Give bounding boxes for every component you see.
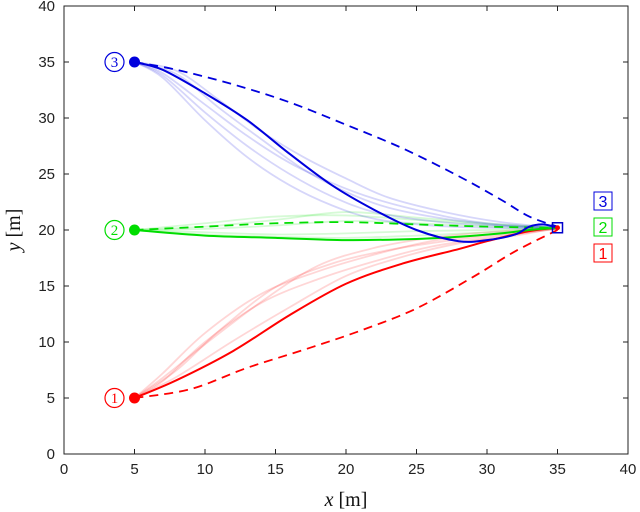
faint-trajectory-2-2 [134,211,558,231]
legend-label-2: 2 [599,220,608,237]
x-tick-label: 5 [130,461,138,478]
start-point-2 [129,224,140,236]
y-tick-label: 30 [38,110,55,127]
legend: 3 2 1 [593,191,613,263]
faint-trajectory-2-3 [134,226,558,236]
y-tick-label: 40 [38,0,55,15]
x-tick-label: 15 [267,461,284,478]
start-label-circle-1 [104,387,125,409]
start-markers: 1 2 3 [104,51,564,409]
y-tick-label: 10 [38,334,55,351]
x-tick-label: 30 [479,461,496,478]
y-tick-label: 25 [38,166,55,183]
y-tick-label: 0 [47,446,55,463]
goal-square [551,222,564,234]
x-tick-label: 10 [197,461,214,478]
faint-trajectory-3-3 [134,61,558,230]
start-label-circle-3 [104,51,125,73]
dashed-trajectory-2 [134,221,558,231]
legend-box-3 [593,191,613,211]
dashed-trajectory-1 [134,229,558,399]
faint-trajectory-3-1 [134,61,558,229]
faint-trajectory-1-1 [134,227,558,399]
faint-trajectory-3-2 [134,61,558,229]
y-axis-label: y [m] [3,209,25,254]
axis-ticks: 0 5 10 15 20 25 30 35 40 0 5 10 15 20 25 30 35 40 [38,0,636,478]
dashed-trajectory-3 [134,61,558,228]
y-tick-label: 5 [47,390,55,407]
main-trajectory-2 [134,226,558,242]
faint-trajectory-3-4 [134,61,558,229]
y-axis-variable: y [3,242,25,253]
faint-trajectories [133,61,558,399]
x-tick-label: 20 [338,461,355,478]
faint-trajectory-1-4 [134,227,558,399]
faint-trajectory-2-1 [134,214,558,231]
x-tick-label: 25 [408,461,425,478]
x-tick-label: 35 [549,461,566,478]
legend-box-2 [593,217,613,237]
y-tick-label: 15 [38,278,55,295]
start-point-1 [129,392,140,404]
start-point-3 [129,56,140,68]
start-label-circle-2 [104,219,125,241]
x-axis-variable: x [324,489,334,511]
x-axis-label: x [m] [324,489,368,511]
main-trajectories [134,61,558,399]
goal-point [555,225,560,231]
main-trajectory-3 [134,61,558,243]
start-label-1: 1 [111,391,119,407]
faint-trajectory-2-5 [134,227,558,239]
legend-label-3: 3 [599,194,608,211]
y-tick-label: 20 [38,222,55,239]
start-label-3: 3 [111,55,119,71]
faint-trajectory-1-3 [133,226,558,399]
start-label-2: 2 [111,223,119,239]
y-tick-label: 35 [38,54,55,71]
y-axis-unit: [m] [3,209,25,238]
legend-label-1: 1 [599,246,608,263]
x-axis-unit: [m] [339,489,368,511]
x-tick-label: 0 [60,461,68,478]
x-tick-label: 40 [620,461,637,478]
legend-box-1 [593,243,613,263]
